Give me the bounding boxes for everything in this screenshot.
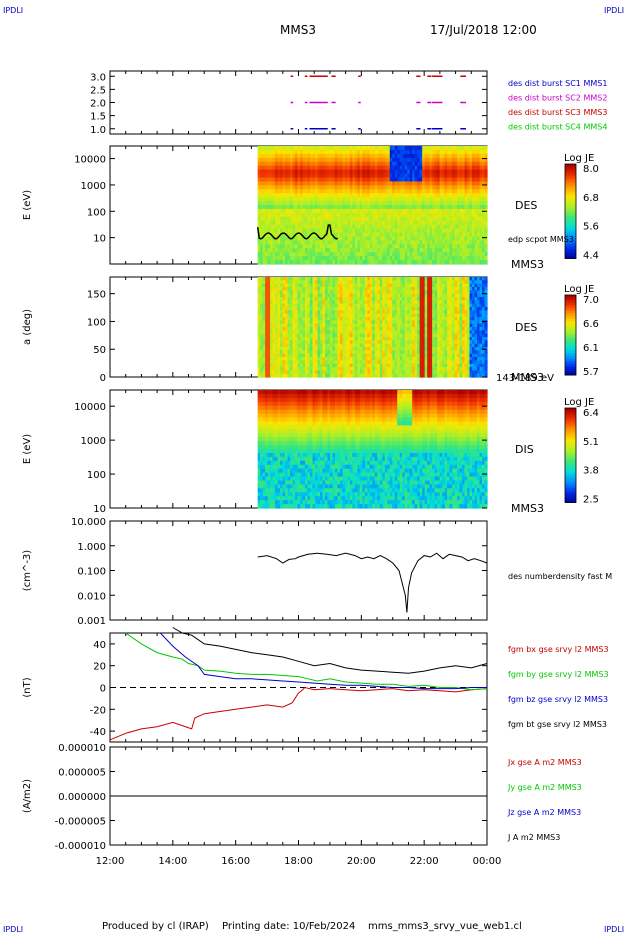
plot-panels: 3.0 2.5 2.0 1.5 1.0 des dist burst SC1 MMS1 de… — [22, 71, 612, 867]
colorbar — [565, 164, 576, 259]
y-tick-label: 1000 — [81, 181, 106, 192]
y-axis-label: E (eV) — [22, 190, 33, 220]
spectrogram-cell — [485, 150, 488, 155]
colorbar-title: Log JE — [564, 153, 594, 164]
corner-label-top-right: IPDLI — [604, 6, 624, 15]
spectrogram-cell — [485, 177, 488, 182]
spectrogram-cell — [485, 162, 488, 167]
spectrogram-cell — [485, 170, 488, 175]
colorbar-tick-label: 4.4 — [583, 250, 599, 261]
spacecraft-title: MMS3 — [280, 23, 316, 37]
footer-produced-by: Produced by cl (IRAP) — [102, 921, 209, 932]
corner-label-bottom-right: IPDLI — [604, 925, 624, 934]
spectrogram-cell — [485, 256, 488, 261]
spectrogram-cell — [485, 217, 488, 222]
spectrogram-cell — [485, 154, 488, 159]
y-tick-label: 2.5 — [90, 85, 106, 96]
footer-printing-date: Printing date: 10/Feb/2024 — [222, 921, 355, 932]
spectrogram-cell — [485, 252, 488, 257]
spectrogram-cell — [485, 213, 488, 218]
y-tick-label: 10 — [93, 234, 106, 245]
burst-legend-entry: des dist burst SC3 MMS3 — [508, 108, 607, 117]
spectrogram-cell — [485, 229, 488, 234]
spectrogram-cell — [485, 174, 488, 179]
corner-label-bottom-left: IPDLI — [3, 925, 23, 934]
overlay-label: edp scpot MMS3 — [508, 235, 574, 244]
y-tick-label: 3.0 — [90, 72, 106, 83]
footer-filename: mms_mms3_srvy_vue_web1.cl — [368, 921, 522, 932]
burst-legend-entry: des dist burst SC1 MMS1 — [508, 79, 607, 88]
spectrogram-cell — [485, 185, 488, 190]
spectrogram-cell — [485, 205, 488, 210]
corner-label-top-left: IPDLI — [3, 6, 23, 15]
y-tick-label: 1.5 — [90, 112, 106, 123]
y-tick-label: 1.0 — [90, 125, 106, 136]
spectrogram-cell — [485, 225, 488, 230]
spectrogram-cell — [485, 193, 488, 198]
date-time-title: 17/Jul/2018 12:00 — [430, 23, 537, 37]
y-tick-label: 100 — [87, 207, 106, 218]
spacecraft-label: MMS3 — [511, 258, 544, 271]
colorbar-tick-label: 6.8 — [583, 193, 599, 204]
spectrogram-cell — [485, 240, 488, 245]
spectrogram-cell — [485, 201, 488, 206]
colorbar-tick-label: 5.6 — [583, 222, 599, 233]
colorbar-tick-label: 8.0 — [583, 164, 599, 175]
spectrogram-cell — [485, 233, 488, 238]
spectrogram-cell — [485, 197, 488, 202]
instrument-label: DES — [515, 199, 537, 212]
burst-legend-entry: des dist burst SC2 MMS2 — [508, 94, 607, 103]
spectrogram-cell — [485, 221, 488, 226]
y-tick-label: 2.0 — [90, 99, 106, 110]
spectrogram-cell — [485, 248, 488, 253]
y-tick-label: 10000 — [74, 155, 106, 166]
burst-legend-entry: des dist burst SC4 MMS4 — [508, 123, 607, 132]
spectrogram-cell — [485, 166, 488, 171]
spectrogram-cell — [485, 260, 488, 265]
spectrogram-cell — [485, 189, 488, 194]
spectrogram-cell — [485, 146, 488, 151]
spectrogram-cell — [485, 244, 488, 249]
